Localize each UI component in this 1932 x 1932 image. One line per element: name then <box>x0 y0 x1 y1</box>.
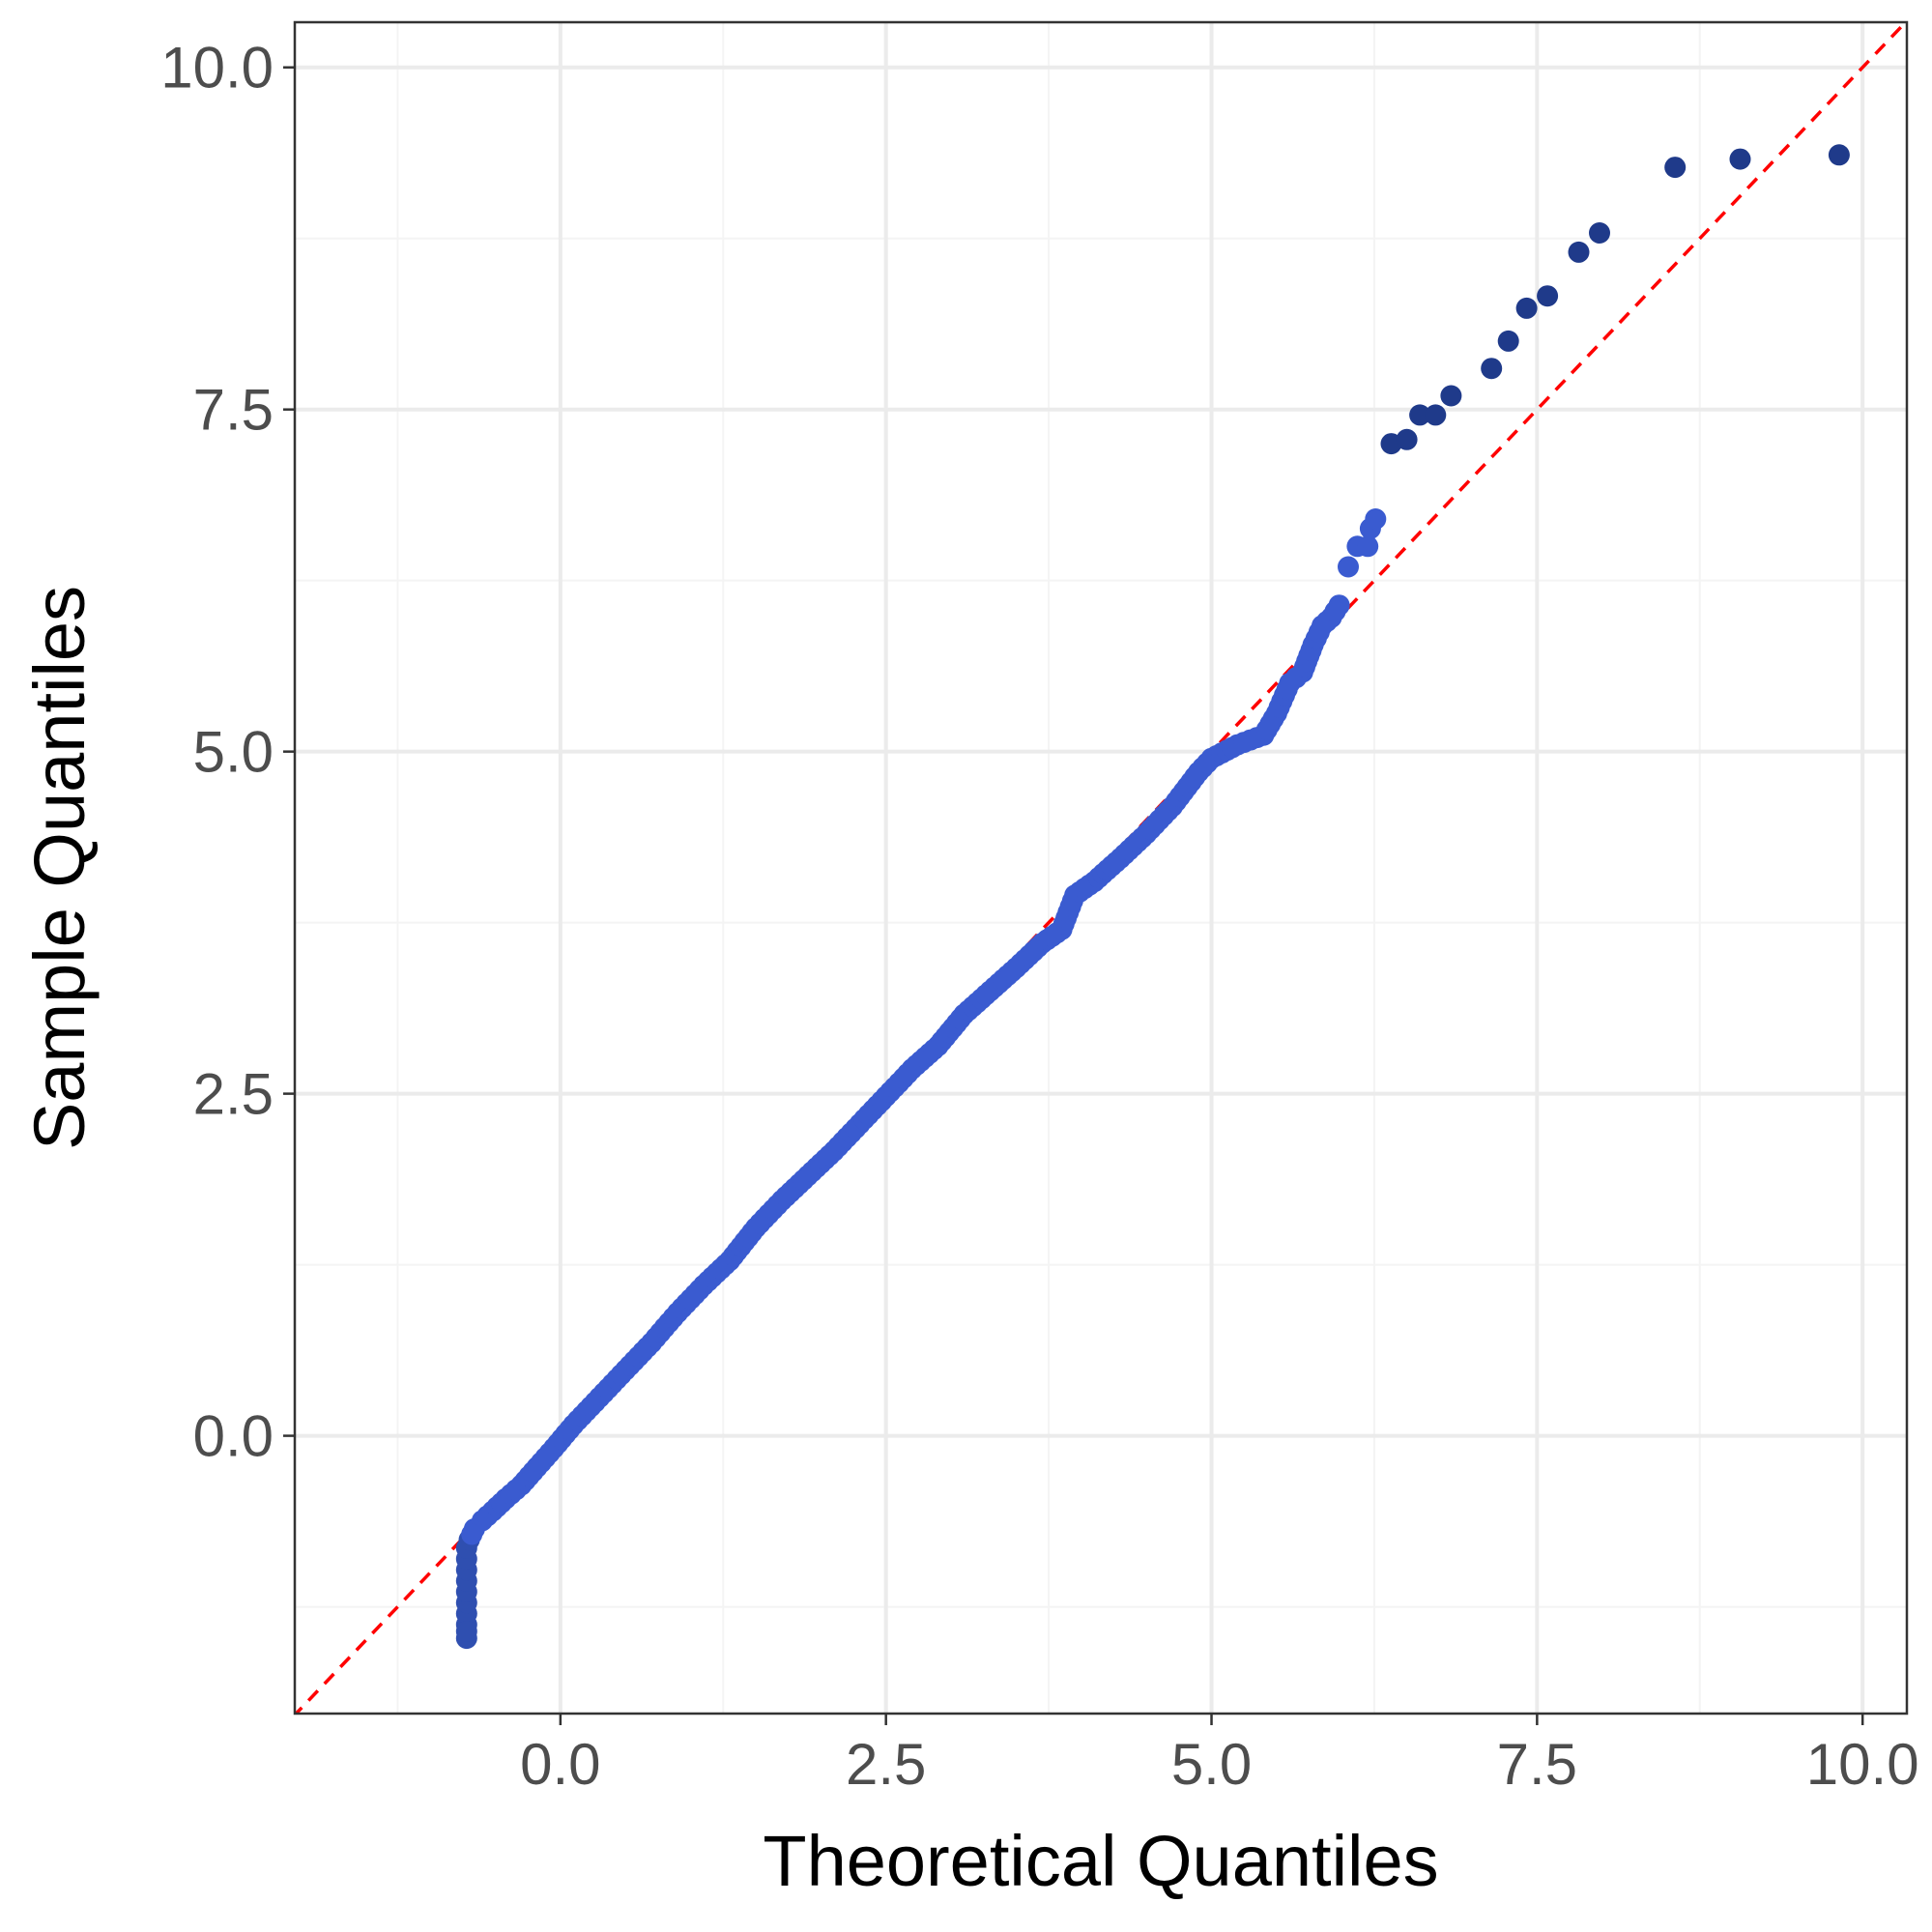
data-point <box>1396 428 1418 450</box>
data-point <box>455 1621 477 1642</box>
x-tick-label: 5.0 <box>1171 1732 1252 1797</box>
y-axis-ticks: 0.0 2.5 5.0 7.5 10.0 <box>160 36 295 1469</box>
data-point <box>1664 157 1687 179</box>
data-point <box>1425 404 1447 426</box>
minor-gridlines <box>295 22 1907 1714</box>
x-tick-label: 0.0 <box>520 1732 600 1797</box>
y-axis-title: Sample Quantiles <box>19 586 100 1150</box>
data-point <box>1568 241 1590 263</box>
data-point <box>1481 358 1503 380</box>
data-point <box>1515 297 1538 319</box>
data-points <box>455 144 1850 1650</box>
data-point <box>1409 404 1431 426</box>
data-point <box>1828 144 1850 166</box>
data-point <box>1537 285 1559 307</box>
y-tick-label: 7.5 <box>193 378 274 443</box>
x-tick-label: 2.5 <box>846 1732 926 1797</box>
y-tick-label: 2.5 <box>193 1062 274 1127</box>
data-point <box>1589 222 1610 244</box>
data-point <box>1729 148 1751 170</box>
data-point <box>461 1523 483 1545</box>
data-point <box>1357 535 1379 558</box>
x-tick-label: 7.5 <box>1497 1732 1577 1797</box>
x-axis-ticks: 0.0 2.5 5.0 7.5 10.0 <box>520 1714 1919 1797</box>
panel-border <box>293 20 1909 1716</box>
data-point <box>1324 600 1346 622</box>
x-tick-label: 10.0 <box>1806 1732 1919 1797</box>
data-point <box>1365 508 1387 530</box>
data-point <box>1497 330 1519 352</box>
major-gridlines <box>295 22 1907 1714</box>
data-point <box>1440 385 1462 407</box>
x-axis-title: Theoretical Quantiles <box>763 1821 1438 1901</box>
y-tick-label: 10.0 <box>160 36 274 101</box>
y-tick-label: 0.0 <box>193 1404 274 1469</box>
data-point <box>1338 556 1359 578</box>
y-tick-label: 5.0 <box>193 720 274 785</box>
